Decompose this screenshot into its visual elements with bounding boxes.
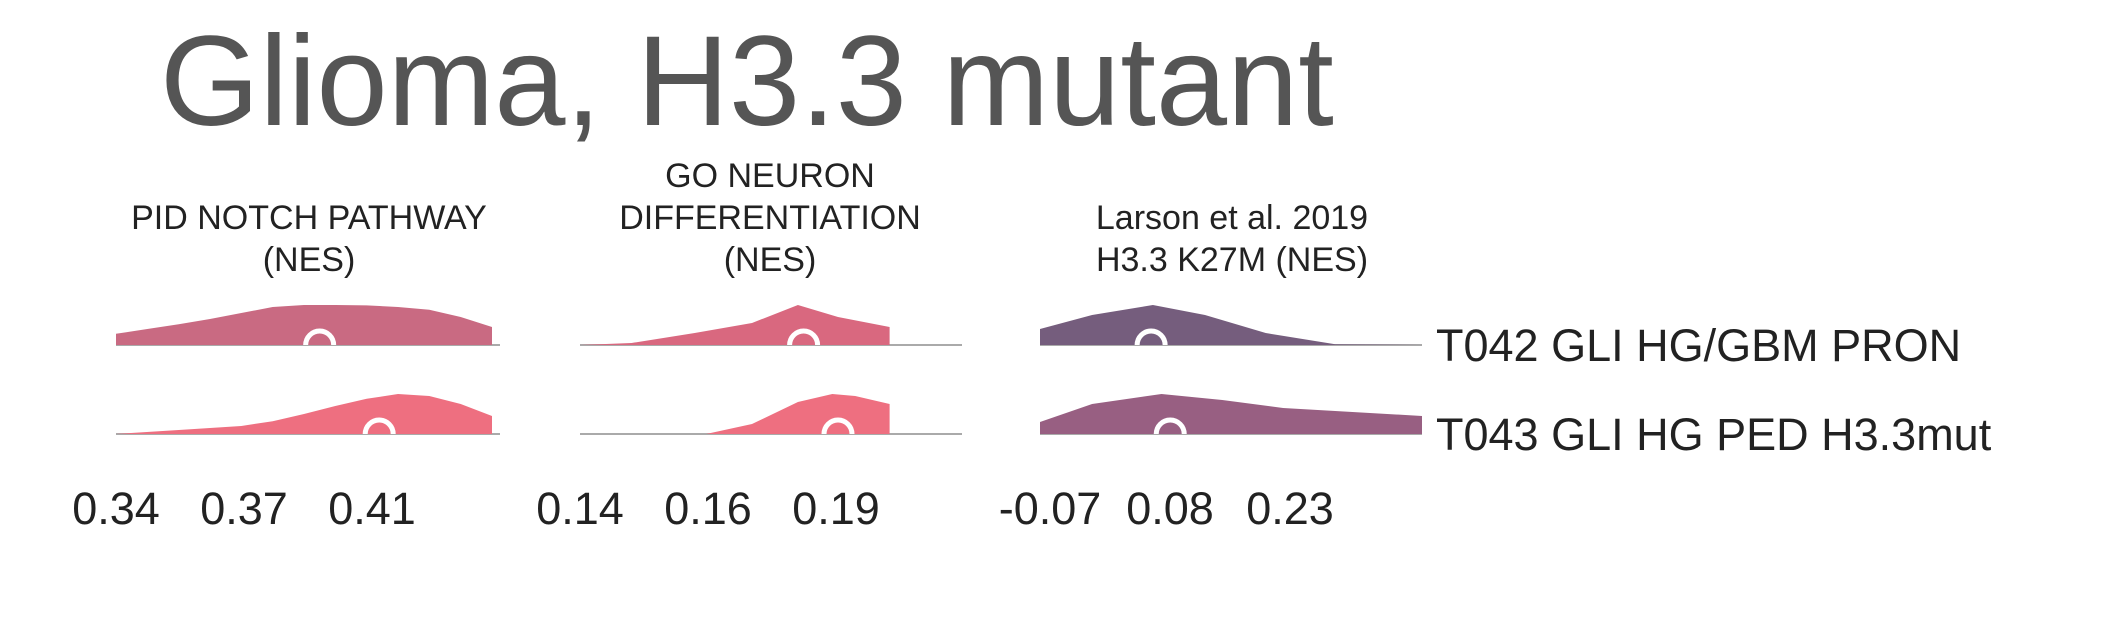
panel-title-line: PID NOTCH PATHWAY: [131, 199, 487, 237]
density-ridge: [580, 394, 890, 434]
panel-title-line: GO NEURON: [665, 157, 875, 195]
median-marker: [787, 328, 821, 346]
x-tick-label: 0.14: [536, 483, 624, 534]
panel-title-line: DIFFERENTIATION: [619, 199, 921, 237]
median-marker: [821, 417, 855, 435]
x-tick-label: 0.37: [200, 483, 288, 534]
x-tick-label: 0.08: [1126, 483, 1214, 534]
panel-title-line: Larson et al. 2019: [1096, 199, 1368, 237]
median-marker: [1134, 328, 1168, 346]
x-tick-label: 0.41: [328, 483, 416, 534]
median-marker: [362, 417, 396, 435]
row-label: T042 GLI HG/GBM PRON: [1436, 320, 1961, 371]
row-label: T043 GLI HG PED H3.3mut: [1436, 409, 1992, 460]
density-ridge: [116, 305, 492, 345]
panel-title-line: H3.3 K27M (NES): [1096, 241, 1368, 279]
x-tick-label: 0.23: [1246, 483, 1334, 534]
median-marker: [1153, 417, 1187, 435]
x-tick-label: -0.07: [999, 483, 1102, 534]
panel-3: Larson et al. 2019 H3.3 K27M (NES) -0.07 0.…: [999, 199, 1422, 534]
median-marker: [303, 328, 337, 346]
x-tick-label: 0.16: [664, 483, 752, 534]
panel-title-line: (NES): [724, 241, 817, 279]
page-title: Glioma, H3.3 mutant: [160, 10, 1334, 153]
panel-1: PID NOTCH PATHWAY (NES) 0.34 0.37 0.41: [72, 199, 500, 534]
panel-title-line: (NES): [263, 241, 356, 279]
x-tick-label: 0.19: [792, 483, 880, 534]
density-ridge: [1040, 305, 1422, 345]
x-tick-label: 0.34: [72, 483, 160, 534]
density-ridge: [116, 394, 492, 434]
density-ridge: [1040, 394, 1422, 434]
density-ridge: [580, 305, 890, 345]
panel-2: GO NEURON DIFFERENTIATION (NES) 0.14 0.16 0.1…: [536, 157, 962, 534]
